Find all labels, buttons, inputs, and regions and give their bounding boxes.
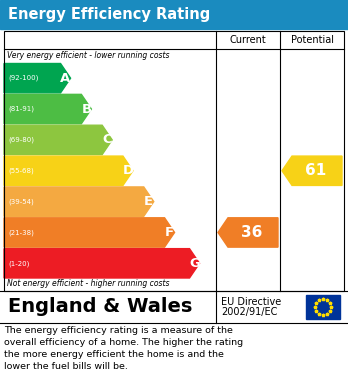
Text: C: C (102, 133, 112, 146)
Text: Potential: Potential (291, 35, 333, 45)
Polygon shape (4, 156, 133, 185)
Text: E: E (144, 195, 153, 208)
Text: (21-38): (21-38) (8, 229, 34, 236)
Polygon shape (218, 218, 278, 247)
Polygon shape (4, 94, 92, 124)
Text: Current: Current (230, 35, 266, 45)
Polygon shape (4, 125, 112, 154)
Text: A: A (61, 72, 71, 85)
Polygon shape (4, 218, 175, 247)
Text: F: F (165, 226, 174, 239)
Text: (55-68): (55-68) (8, 167, 34, 174)
Text: 2002/91/EC: 2002/91/EC (221, 307, 277, 317)
Text: 61: 61 (306, 163, 327, 178)
Text: (39-54): (39-54) (8, 198, 34, 205)
Polygon shape (4, 249, 199, 278)
Text: B: B (81, 102, 92, 115)
Text: (1-20): (1-20) (8, 260, 29, 267)
Polygon shape (4, 63, 71, 93)
Text: (92-100): (92-100) (8, 75, 38, 81)
Text: Energy Efficiency Rating: Energy Efficiency Rating (8, 7, 210, 22)
Text: Very energy efficient - lower running costs: Very energy efficient - lower running co… (7, 51, 169, 60)
Bar (0, 0, 348, 29)
Text: D: D (122, 164, 134, 177)
Text: (81-91): (81-91) (8, 106, 34, 112)
Polygon shape (4, 187, 154, 216)
Text: The energy efficiency rating is a measure of the
overall efficiency of a home. T: The energy efficiency rating is a measur… (4, 326, 243, 371)
Bar (306, 295, 340, 319)
Bar (4, 31, 344, 291)
Text: Not energy efficient - higher running costs: Not energy efficient - higher running co… (7, 279, 169, 288)
Text: 36: 36 (241, 225, 263, 240)
Text: England & Wales: England & Wales (8, 298, 192, 316)
Text: EU Directive: EU Directive (221, 297, 281, 307)
Text: (69-80): (69-80) (8, 136, 34, 143)
Text: G: G (189, 257, 200, 270)
Polygon shape (282, 156, 342, 185)
